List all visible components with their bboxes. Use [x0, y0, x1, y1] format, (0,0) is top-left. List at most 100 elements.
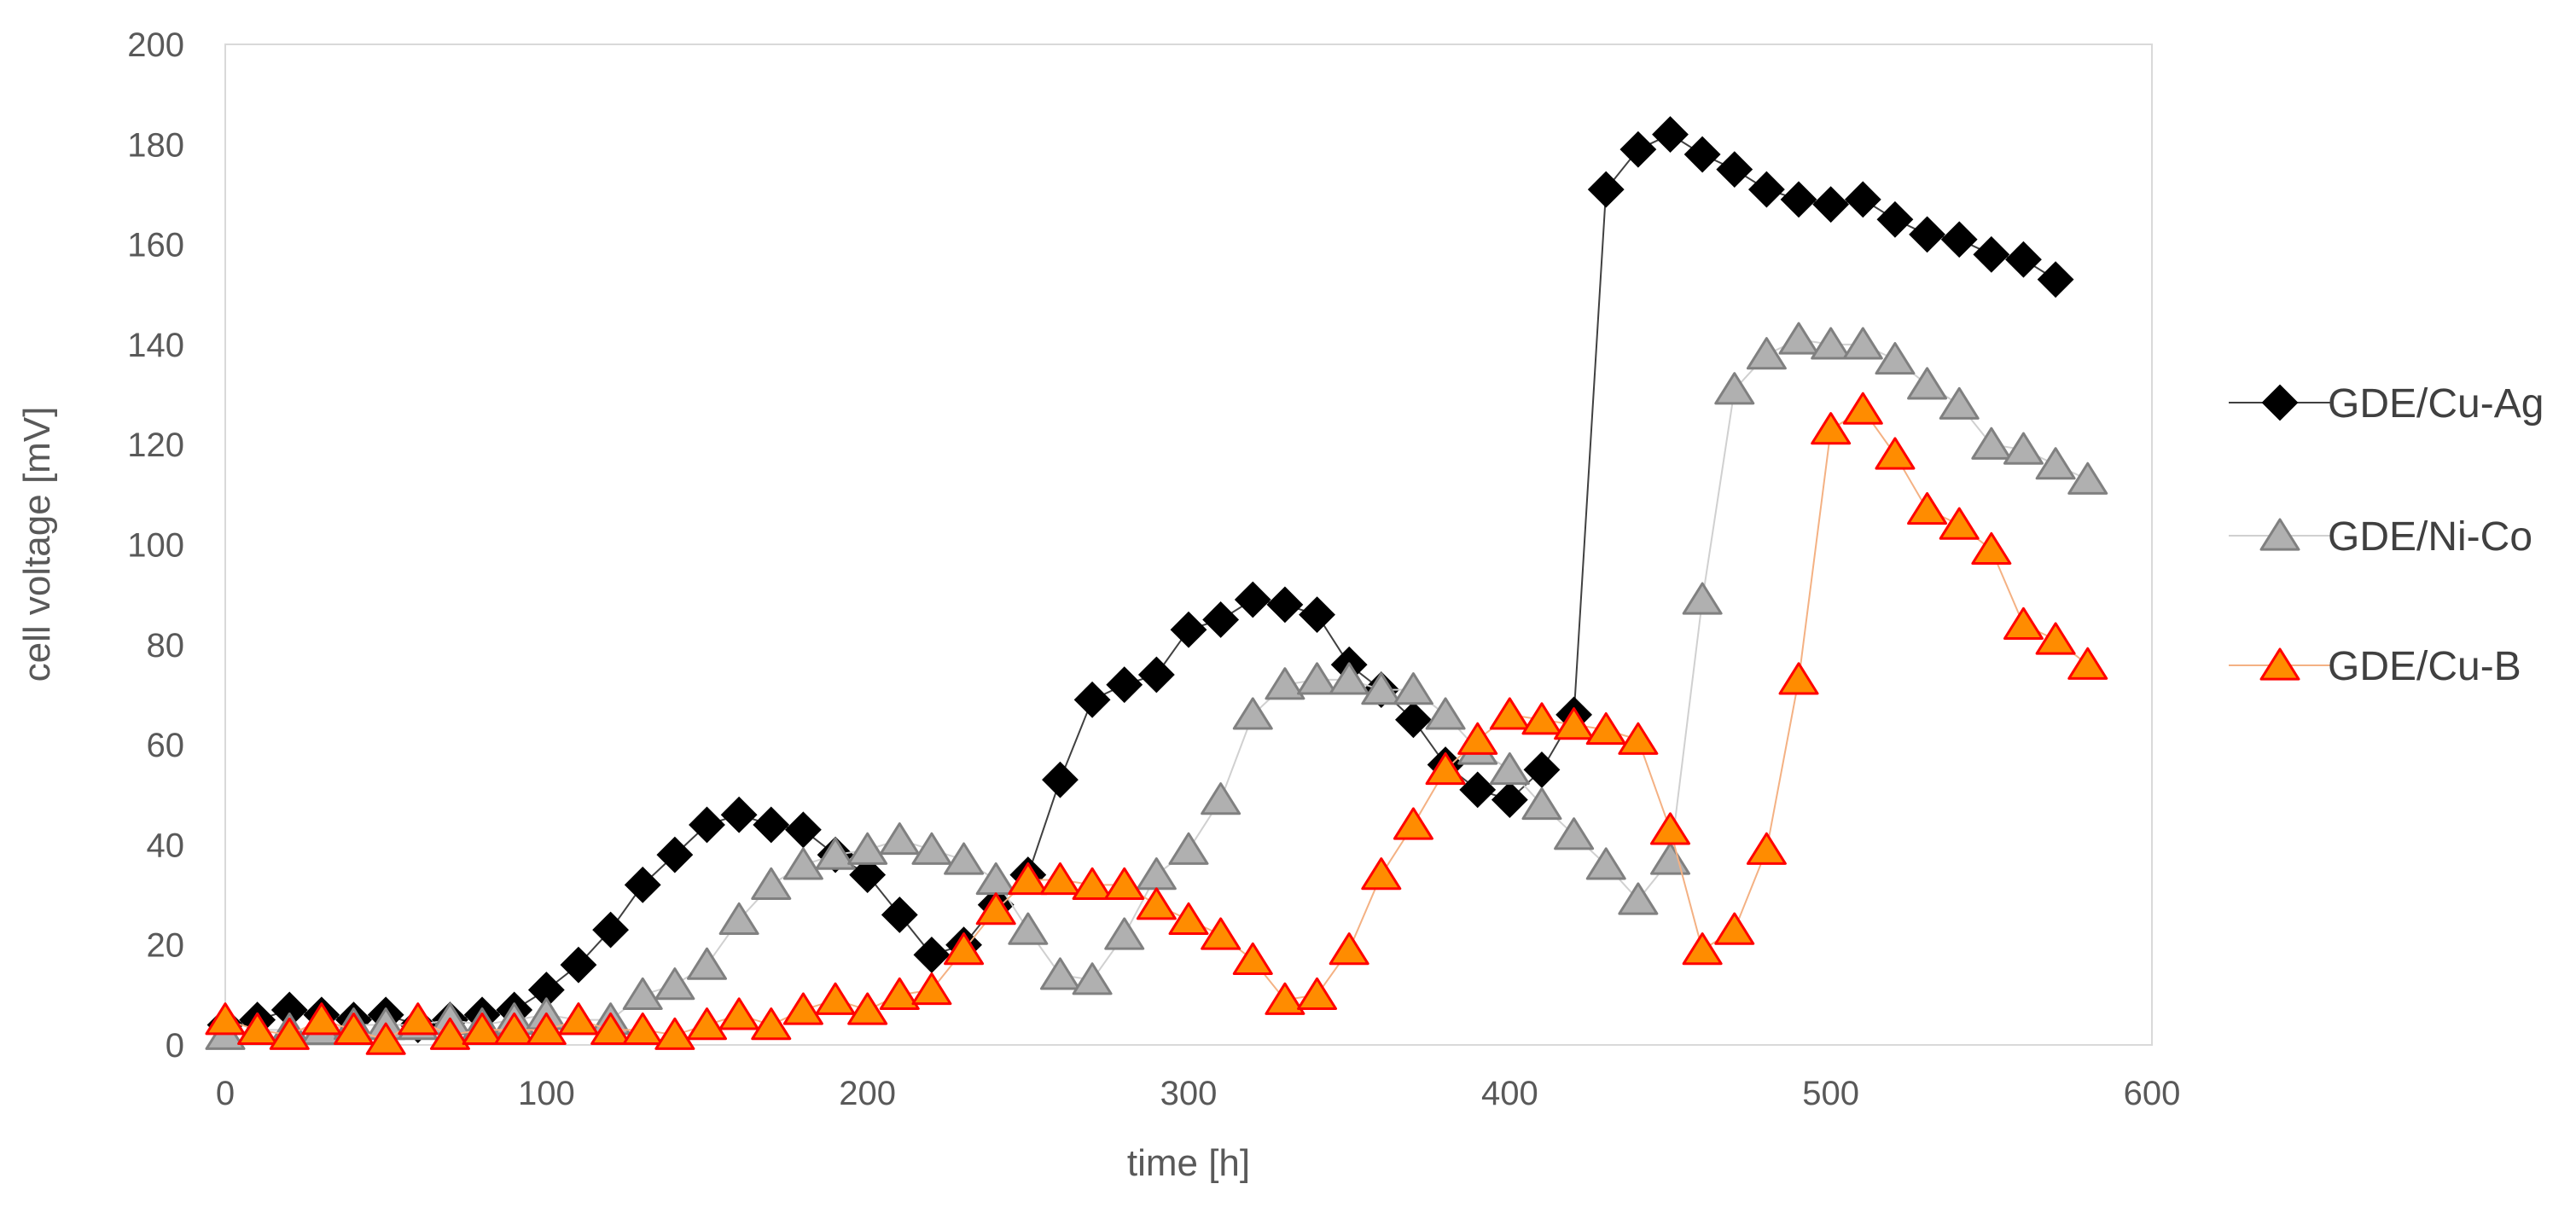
data-point: [1297, 977, 1338, 1010]
data-point: [1521, 786, 1562, 821]
data-point: [2037, 261, 2074, 299]
series-layer: [205, 116, 2108, 1055]
data-point: [2067, 647, 2108, 680]
data-point: [1361, 857, 1402, 891]
data-point: [494, 1012, 535, 1046]
y-tick-label: 20: [147, 927, 185, 965]
data-point: [301, 1002, 342, 1036]
data-point: [1072, 867, 1113, 900]
data-point: [689, 806, 725, 844]
data-point: [1265, 982, 1305, 1015]
x-tick-label: 400: [1481, 1075, 1538, 1112]
data-point: [720, 796, 758, 833]
data-point: [1714, 912, 1755, 945]
data-point: [1747, 171, 1785, 208]
data-point: [2067, 461, 2108, 495]
data-point: [751, 1007, 792, 1041]
legend-item: GDE/Cu-Ag: [2229, 381, 2544, 427]
y-tick-label: 0: [166, 1027, 184, 1065]
data-point: [1650, 812, 1690, 845]
data-point: [687, 947, 727, 980]
data-point: [1104, 867, 1145, 900]
data-point: [1682, 932, 1723, 966]
data-point: [1168, 902, 1209, 936]
data-point: [2035, 622, 2076, 655]
data-point: [1521, 702, 1562, 735]
data-point: [334, 1012, 375, 1046]
data-point: [654, 967, 695, 1001]
data-point: [911, 972, 952, 1006]
data-point: [592, 911, 630, 949]
data-point: [1104, 917, 1145, 950]
data-point: [1168, 832, 1209, 865]
y-tick-label: 180: [127, 126, 184, 164]
data-point: [398, 1002, 439, 1036]
data-point: [718, 902, 759, 936]
series-gde-cu-b: [205, 392, 2108, 1055]
data-point: [462, 1012, 503, 1046]
data-point: [622, 977, 663, 1010]
data-point: [1523, 751, 1561, 788]
data-point: [1329, 932, 1369, 966]
data-point: [1137, 656, 1175, 693]
y-axis-ticks: 0 20 40 60 80 100 120 140 160 180 200: [127, 26, 184, 1065]
data-point: [1265, 667, 1305, 700]
data-point: [849, 856, 887, 894]
x-tick-label: 500: [1802, 1075, 1859, 1112]
data-point: [751, 867, 792, 900]
data-point: [1778, 322, 1819, 355]
x-tick-label: 600: [2124, 1075, 2181, 1112]
data-point: [1395, 701, 1432, 739]
data-point: [782, 847, 823, 880]
data-point: [429, 1017, 470, 1050]
data-point: [1682, 582, 1723, 615]
data-point: [1585, 712, 1626, 746]
data-point: [879, 977, 920, 1010]
y-tick-label: 100: [127, 527, 184, 565]
data-point: [1842, 327, 1883, 360]
data-point: [1170, 611, 1207, 648]
data-point: [1489, 751, 1530, 786]
x-tick-label: 100: [518, 1075, 575, 1112]
y-tick-label: 120: [127, 427, 184, 464]
data-point: [1746, 337, 1787, 370]
x-axis-title: time [h]: [1127, 1142, 1250, 1184]
data-point: [1201, 917, 1241, 950]
y-tick-label: 40: [147, 827, 185, 864]
data-point: [1971, 531, 2012, 566]
legend: GDE/Cu-Ag GDE/Ni-Co GDE/Cu-B: [2229, 381, 2544, 689]
data-point: [1618, 882, 1659, 915]
data-point: [1106, 666, 1143, 704]
data-point: [1940, 221, 1978, 258]
x-tick-label: 300: [1160, 1075, 1218, 1112]
data-point: [1587, 171, 1625, 208]
data-point: [560, 946, 597, 984]
data-point: [1683, 136, 1721, 173]
data-point: [815, 837, 856, 870]
data-point: [2005, 241, 2042, 278]
data-point: [1876, 200, 1914, 238]
data-point: [881, 897, 918, 933]
data-point: [1652, 116, 1689, 153]
data-point: [1072, 962, 1113, 995]
data-point: [718, 997, 759, 1030]
data-point: [1073, 681, 1111, 718]
data-point: [815, 982, 856, 1015]
legend-label: GDE/Cu-Ag: [2328, 381, 2544, 427]
data-point: [1746, 832, 1787, 865]
data-point: [1811, 412, 1852, 445]
data-point: [1812, 186, 1850, 223]
data-point: [1039, 862, 1080, 896]
data-point: [590, 1012, 631, 1046]
legend-marker: [2259, 518, 2300, 551]
data-point: [913, 937, 951, 973]
y-tick-label: 80: [147, 627, 185, 664]
data-point: [1232, 942, 1273, 975]
data-point: [1778, 662, 1819, 695]
data-point: [1039, 957, 1080, 990]
data-point: [944, 842, 985, 875]
data-point: [1554, 817, 1595, 850]
legend-item: GDE/Ni-Co: [2229, 514, 2532, 560]
data-point: [1297, 662, 1338, 695]
legend-marker: [2259, 647, 2300, 681]
